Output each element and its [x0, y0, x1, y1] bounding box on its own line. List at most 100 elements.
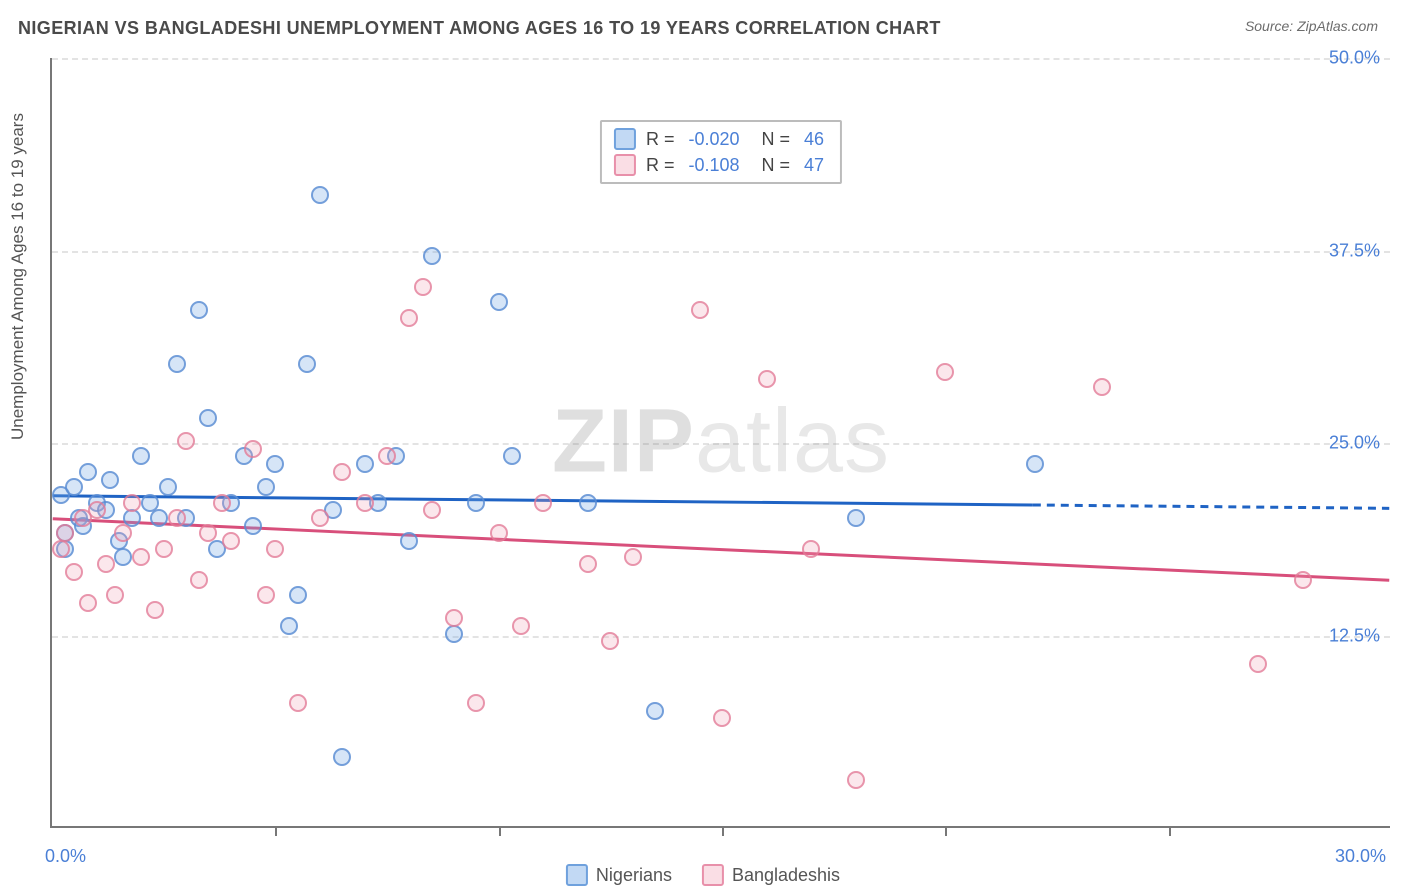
data-point [106, 586, 124, 604]
data-point [79, 463, 97, 481]
data-point [289, 694, 307, 712]
r-value: -0.020 [688, 129, 739, 150]
data-point [624, 548, 642, 566]
data-point [534, 494, 552, 512]
legend-swatch [566, 864, 588, 886]
data-point [65, 563, 83, 581]
data-point [601, 632, 619, 650]
data-point [1026, 455, 1044, 473]
n-value: 47 [804, 155, 824, 176]
data-point [177, 432, 195, 450]
data-point [97, 555, 115, 573]
data-point [123, 494, 141, 512]
r-label: R = [646, 155, 675, 176]
y-tick-label: 50.0% [1329, 48, 1380, 69]
series-legend-item: Nigerians [566, 864, 672, 886]
data-point [159, 478, 177, 496]
stats-legend-row: R = -0.108 N = 47 [614, 152, 828, 178]
legend-swatch [614, 154, 636, 176]
y-tick-label: 37.5% [1329, 240, 1380, 261]
r-label: R = [646, 129, 675, 150]
data-point [65, 478, 83, 496]
data-point [101, 471, 119, 489]
data-point [400, 532, 418, 550]
data-point [311, 186, 329, 204]
data-point [244, 517, 262, 535]
gridline [52, 636, 1390, 638]
data-point [490, 524, 508, 542]
y-axis-title: Unemployment Among Ages 16 to 19 years [8, 113, 28, 440]
y-tick-label: 25.0% [1329, 433, 1380, 454]
data-point [579, 494, 597, 512]
data-point [222, 532, 240, 550]
data-point [423, 247, 441, 265]
data-point [1249, 655, 1267, 673]
data-point [758, 370, 776, 388]
source-attribution: Source: ZipAtlas.com [1245, 18, 1378, 34]
source-prefix: Source: [1245, 18, 1297, 34]
n-label: N = [762, 129, 791, 150]
data-point [414, 278, 432, 296]
data-point [445, 609, 463, 627]
data-point [356, 494, 374, 512]
data-point [199, 524, 217, 542]
data-point [266, 540, 284, 558]
header-row: NIGERIAN VS BANGLADESHI UNEMPLOYMENT AMO… [0, 0, 1406, 49]
legend-swatch [614, 128, 636, 150]
data-point [52, 540, 70, 558]
data-point [257, 586, 275, 604]
data-point [155, 540, 173, 558]
data-point [79, 594, 97, 612]
scatter-plot-area: ZIPatlas R = -0.020 N = 46 R = -0.108 N … [50, 58, 1390, 828]
x-tick-mark [499, 826, 501, 836]
data-point [213, 494, 231, 512]
series-legend: Nigerians Bangladeshis [566, 864, 840, 886]
data-point [266, 455, 284, 473]
data-point [132, 447, 150, 465]
data-point [467, 494, 485, 512]
data-point [56, 524, 74, 542]
data-point [1093, 378, 1111, 396]
x-axis-max-label: 30.0% [1335, 846, 1386, 867]
data-point [378, 447, 396, 465]
stats-legend: R = -0.020 N = 46 R = -0.108 N = 47 [600, 120, 842, 184]
data-point [400, 309, 418, 327]
data-point [936, 363, 954, 381]
data-point [356, 455, 374, 473]
x-axis-min-label: 0.0% [45, 846, 86, 867]
series-label: Nigerians [596, 865, 672, 886]
data-point [579, 555, 597, 573]
legend-swatch [702, 864, 724, 886]
data-point [333, 748, 351, 766]
data-point [467, 694, 485, 712]
data-point [146, 601, 164, 619]
series-legend-item: Bangladeshis [702, 864, 840, 886]
data-point [311, 509, 329, 527]
chart-title: NIGERIAN VS BANGLADESHI UNEMPLOYMENT AMO… [18, 18, 941, 39]
source-link[interactable]: ZipAtlas.com [1297, 18, 1378, 34]
data-point [88, 501, 106, 519]
x-tick-mark [722, 826, 724, 836]
stats-legend-row: R = -0.020 N = 46 [614, 126, 828, 152]
data-point [423, 501, 441, 519]
watermark: ZIPatlas [552, 391, 890, 494]
regression-line [1033, 505, 1389, 508]
x-tick-mark [945, 826, 947, 836]
data-point [713, 709, 731, 727]
r-value: -0.108 [688, 155, 739, 176]
data-point [190, 571, 208, 589]
data-point [168, 355, 186, 373]
data-point [503, 447, 521, 465]
watermark-strong: ZIP [552, 392, 695, 492]
data-point [333, 463, 351, 481]
data-point [132, 548, 150, 566]
data-point [1294, 571, 1312, 589]
data-point [802, 540, 820, 558]
data-point [257, 478, 275, 496]
data-point [445, 625, 463, 643]
data-point [289, 586, 307, 604]
watermark-light: atlas [695, 392, 890, 492]
data-point [199, 409, 217, 427]
data-point [190, 301, 208, 319]
data-point [114, 524, 132, 542]
